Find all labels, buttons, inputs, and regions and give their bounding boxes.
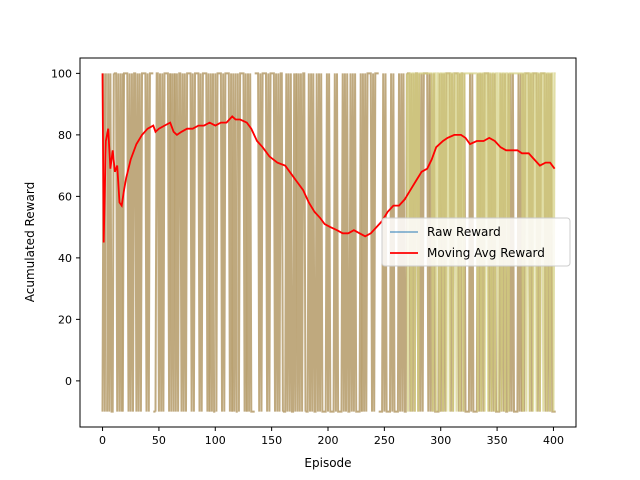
raw-reward-segment xyxy=(173,72,211,412)
y-ticks: 0 20 40 60 80 100 xyxy=(51,67,80,388)
raw-reward-segment xyxy=(113,72,124,412)
raw-reward-segment xyxy=(231,73,238,413)
y-tick-label: 40 xyxy=(58,252,72,265)
raw-reward-segment xyxy=(169,73,176,412)
x-tick-label: 400 xyxy=(543,434,564,447)
x-tick-label: 300 xyxy=(430,434,451,447)
legend: Raw Reward Moving Avg Reward xyxy=(381,217,571,267)
x-tick-label: 200 xyxy=(318,434,339,447)
x-axis-label: Episode xyxy=(304,456,351,470)
raw-reward-segment xyxy=(282,73,298,413)
raw-reward-segment xyxy=(121,72,154,412)
x-ticks: 0 50 100 150 200 250 300 350 400 xyxy=(99,427,564,447)
x-tick-label: 50 xyxy=(152,434,166,447)
raw-reward-segment xyxy=(254,72,284,412)
legend-box xyxy=(381,217,571,267)
raw-reward-segment xyxy=(106,73,115,413)
raw-reward-segment xyxy=(360,72,379,412)
raw-reward-segment xyxy=(295,72,307,412)
y-axis-label: Acumulated Reward xyxy=(23,182,37,302)
moving-avg-reward-line xyxy=(101,73,556,243)
raw-reward-segment xyxy=(305,73,363,413)
x-tick-label: 250 xyxy=(374,434,395,447)
y-tick-label: 0 xyxy=(65,375,72,388)
raw-reward-segment xyxy=(405,72,556,412)
raw-reward-series xyxy=(101,72,556,413)
raw-reward-segment xyxy=(236,72,248,412)
raw-reward-segment xyxy=(245,73,255,413)
y-tick-label: 60 xyxy=(58,190,72,203)
raw-reward-segment xyxy=(208,73,216,413)
y-tick-label: 100 xyxy=(51,67,72,80)
raw-reward-segment xyxy=(214,72,234,412)
plot-area xyxy=(101,72,556,413)
y-tick-label: 20 xyxy=(58,313,72,326)
x-tick-label: 100 xyxy=(205,434,226,447)
x-tick-label: 150 xyxy=(261,434,282,447)
legend-label: Raw Reward xyxy=(427,225,501,239)
x-tick-label: 0 xyxy=(99,434,106,447)
legend-label: Moving Avg Reward xyxy=(427,246,545,260)
moving-avg-reward-series xyxy=(101,73,556,243)
x-tick-label: 350 xyxy=(487,434,508,447)
y-tick-label: 80 xyxy=(58,129,72,142)
raw-reward-segment xyxy=(490,73,523,413)
